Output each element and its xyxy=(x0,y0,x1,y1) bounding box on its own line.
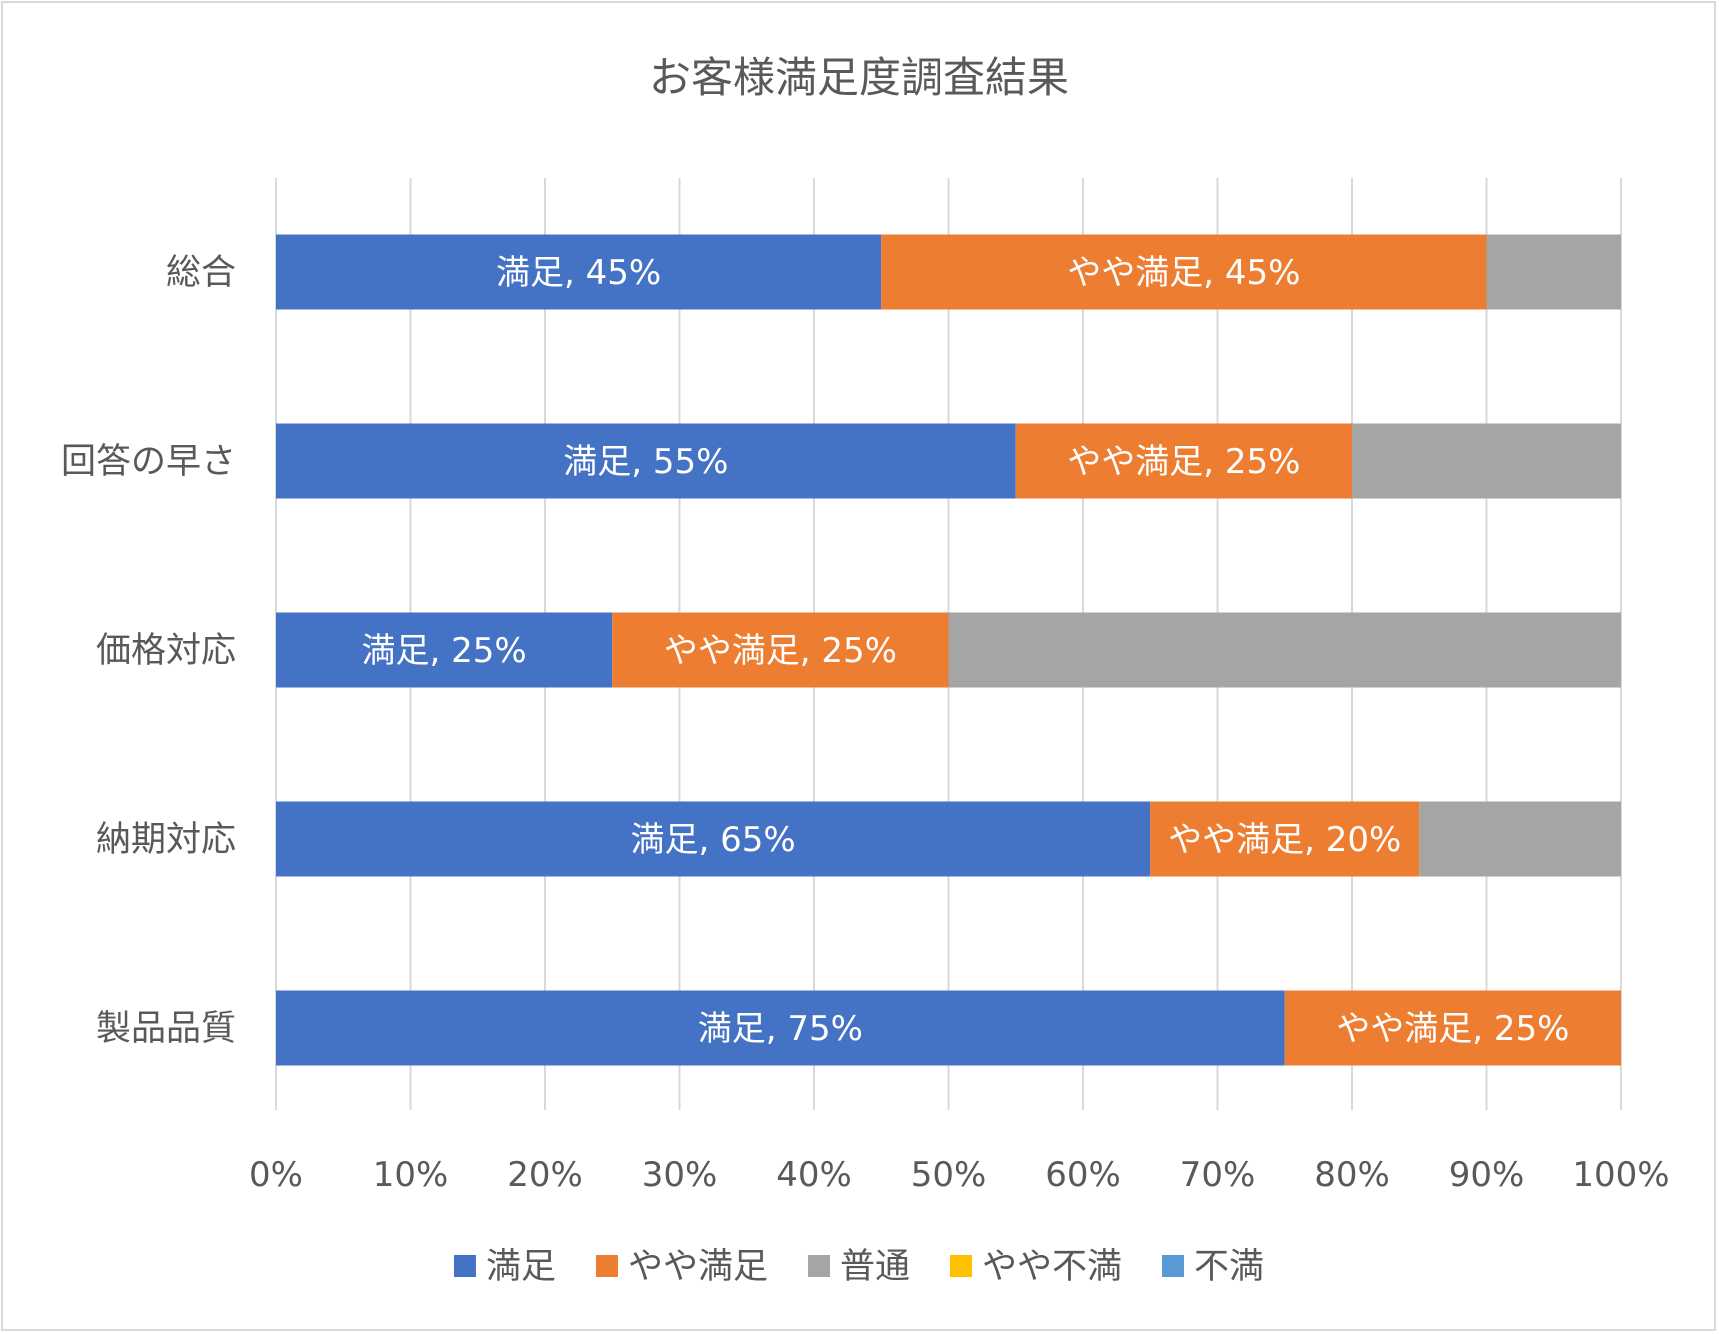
chart-title: お客様満足度調査結果 xyxy=(649,53,1069,102)
bar-segment xyxy=(612,612,949,688)
bar-segment xyxy=(276,801,1151,877)
legend-label: やや満足 xyxy=(628,1247,768,1287)
bars xyxy=(276,234,1621,1066)
legend-swatch xyxy=(807,1255,830,1277)
x-tick-label: 0% xyxy=(249,1155,303,1195)
bar-segment xyxy=(276,234,882,310)
legend-item: 満足 xyxy=(453,1247,556,1287)
legend-item: やや不満 xyxy=(950,1247,1122,1287)
data-label: 満足, 75% xyxy=(698,1009,863,1049)
bar-segment xyxy=(276,612,613,688)
bar-segment xyxy=(1486,234,1621,310)
bar-segment xyxy=(276,423,1016,499)
x-tick-label: 100% xyxy=(1572,1155,1669,1195)
x-tick-label: 90% xyxy=(1449,1155,1525,1195)
legend-swatch xyxy=(453,1255,476,1277)
legend-label: 不満 xyxy=(1194,1247,1264,1287)
legend-swatch xyxy=(595,1255,618,1277)
bar-segment xyxy=(948,612,1621,688)
data-label: やや満足, 45% xyxy=(1067,253,1300,293)
category-label: 回答の早さ xyxy=(61,442,236,482)
x-tick-label: 10% xyxy=(373,1155,449,1195)
data-label: やや満足, 20% xyxy=(1168,820,1401,860)
data-label: 満足, 55% xyxy=(563,442,728,482)
legend-item: やや満足 xyxy=(595,1247,768,1287)
bar-segment xyxy=(276,990,1285,1066)
data-label: やや満足, 25% xyxy=(1067,442,1300,482)
bar-segment xyxy=(1419,801,1621,877)
legend-swatch xyxy=(950,1255,973,1277)
data-label: 満足, 45% xyxy=(496,253,661,293)
data-label: やや満足, 25% xyxy=(664,631,897,671)
data-label: 満足, 25% xyxy=(362,631,527,671)
bar-segment xyxy=(1352,423,1621,499)
x-tick-label: 60% xyxy=(1045,1155,1121,1195)
category-label: 価格対応 xyxy=(96,631,236,671)
bar-segment xyxy=(1015,423,1352,499)
data-labels: 満足, 45% やや満足, 45% 満足, 55% やや満足, 25% 満足, 25% や… xyxy=(362,253,1570,1049)
x-tick-label: 80% xyxy=(1314,1155,1390,1195)
category-label: 納期対応 xyxy=(96,820,236,860)
legend-label: やや不満 xyxy=(982,1247,1122,1287)
bar-segment xyxy=(1150,801,1420,877)
x-tick-label: 30% xyxy=(642,1155,718,1195)
bar-segment xyxy=(881,234,1487,310)
category-label: 総合 xyxy=(166,253,236,293)
legend-swatch xyxy=(1162,1255,1185,1277)
legend-item: 普通 xyxy=(807,1247,910,1287)
x-tick-label: 50% xyxy=(911,1155,987,1195)
legend-label: 普通 xyxy=(840,1247,910,1287)
x-tick-label: 20% xyxy=(507,1155,583,1195)
category-label: 製品品質 xyxy=(96,1009,236,1049)
x-tick-label: 40% xyxy=(776,1155,852,1195)
bar-segment xyxy=(1284,990,1621,1066)
x-axis-tick-labels: 0% 10% 20% 30% 40% 50% 60% 70% 80% 90% 100% xyxy=(249,1155,1670,1195)
x-tick-label: 70% xyxy=(1180,1155,1256,1195)
legend-item: 不満 xyxy=(1162,1247,1264,1287)
legend: 満足 やや満足 普通 やや不満 不満 xyxy=(453,1247,1264,1287)
data-label: 満足, 65% xyxy=(631,820,796,860)
legend-label: 満足 xyxy=(486,1247,556,1287)
data-label: やや満足, 25% xyxy=(1336,1009,1569,1049)
